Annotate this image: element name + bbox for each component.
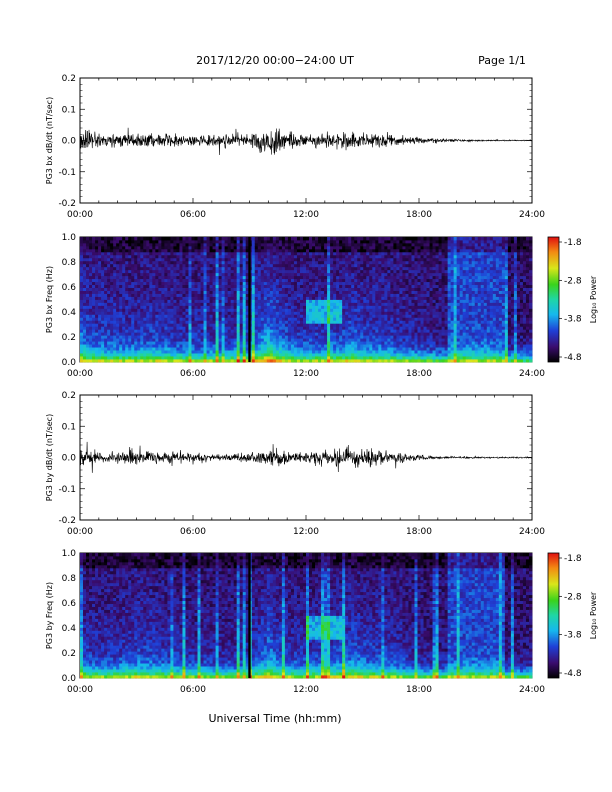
y-tick-label: 0.2 [62,649,76,659]
y-tick-label: 0.2 [62,74,76,84]
colorbar-label: Log₁₀ Power [589,275,598,323]
colorbar-4 [547,552,560,679]
x-tick-label: 00:00 [67,369,93,379]
colorbar-tick-label: -1.8 [564,554,582,564]
colorbar-2 [547,236,560,363]
y-tick-label: 0.0 [62,454,77,464]
x-axis-label: Universal Time (hh:mm) [209,712,342,725]
x-tick-label: 24:00 [519,210,545,220]
colorbar-tick-label: -2.8 [564,276,582,286]
x-tick-label: 12:00 [293,369,319,379]
x-tick-label: 06:00 [180,210,206,220]
y-tick-label: 0.2 [62,333,76,343]
x-tick-label: 24:00 [519,685,545,695]
y-tick-label: 0.6 [62,599,77,609]
y-tick-label: 0.0 [62,358,77,368]
figure-title: 2017/12/20 00:00−24:00 UT [196,54,354,67]
x-tick-label: 12:00 [293,685,319,695]
y-tick-label: -0.1 [58,485,76,495]
y-tick-label: -0.2 [58,516,76,526]
y-tick-label: -0.1 [58,168,76,178]
colorbar-tick-label: -4.8 [564,353,582,363]
y-tick-label: 0.6 [62,283,77,293]
x-tick-label: 06:00 [180,527,206,537]
x-tick-label: 12:00 [293,527,319,537]
x-tick-label: 00:00 [67,685,93,695]
y-tick-label: 0.1 [62,422,76,432]
y-axis-label: PG3 bx dB/dt (nT/sec) [45,97,54,184]
y-tick-label: 0.8 [62,258,77,268]
y-tick-label: -0.2 [58,199,76,209]
dbdt-trace-1 [79,127,533,155]
x-tick-label: 18:00 [406,527,432,537]
spectrogram-4 [80,553,533,679]
x-tick-label: 06:00 [180,685,206,695]
colorbar-label: Log₁₀ Power [589,591,598,639]
x-tick-label: 18:00 [406,685,432,695]
x-tick-label: 00:00 [67,527,93,537]
colorbar-tick-label: -1.8 [564,238,582,248]
spectrogram-2 [80,237,533,363]
colorbar-tick-label: -2.8 [564,592,582,602]
x-tick-label: 24:00 [519,527,545,537]
dbdt-trace-3 [79,441,533,473]
y-tick-label: 0.2 [62,391,76,401]
x-tick-label: 18:00 [406,210,432,220]
x-tick-label: 00:00 [67,210,93,220]
y-tick-label: 1.0 [62,549,77,559]
y-axis-label: PG3 bx Freq (Hz) [45,266,54,333]
y-tick-label: 1.0 [62,233,77,243]
panel-3-axes: 00:00 06:00 12:00 18:00 24:00 0.2 0.1 0.0 -0.1 -0… [45,391,545,537]
y-axis-label: PG3 by dB/dt (nT/sec) [45,414,54,501]
y-axis-label: PG3 by Freq (Hz) [45,582,54,649]
page-indicator: Page 1/1 [478,54,526,67]
colorbar-tick-label: -4.8 [564,669,582,679]
x-tick-label: 12:00 [293,210,319,220]
y-tick-label: 0.8 [62,574,77,584]
y-tick-label: 0.4 [62,308,77,318]
x-tick-label: 18:00 [406,369,432,379]
y-tick-label: 0.1 [62,105,76,115]
colorbar-tick-label: -3.8 [564,631,582,641]
y-tick-label: 0.4 [62,624,77,634]
x-tick-label: 24:00 [519,369,545,379]
x-tick-label: 06:00 [180,369,206,379]
panel-1-axes: 00:00 06:00 12:00 18:00 24:00 0.2 0.1 0.0 -0.1 -0… [45,74,545,220]
y-tick-label: 0.0 [62,137,77,147]
colorbar-tick-label: -3.8 [564,315,582,325]
y-tick-label: 0.0 [62,674,77,684]
